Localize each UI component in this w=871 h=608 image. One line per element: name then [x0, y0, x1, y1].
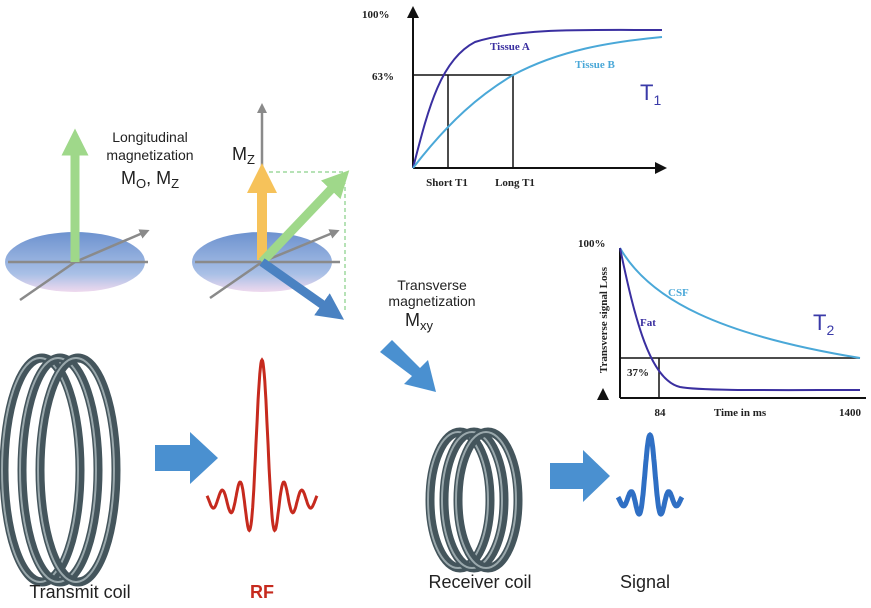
flow-arrow: [155, 432, 218, 484]
chart-name: T2: [813, 310, 834, 338]
mxy-arrow: [259, 258, 345, 320]
label: CSF: [668, 287, 689, 299]
coil-highlight: [1, 357, 79, 583]
coil-highlight: [19, 357, 97, 583]
y-axis-label: Transverse signal Loss: [598, 266, 610, 373]
caption: RF: [250, 582, 274, 602]
coil-highlight: [441, 431, 503, 569]
longitudinal-diagram: Longitudinal magnetization MO, MZ: [5, 128, 194, 302]
label: Tissue A: [490, 41, 530, 53]
label: magnetization: [106, 147, 193, 163]
label: 84: [655, 407, 667, 419]
waveform: [615, 431, 685, 517]
caption: Receiver coil: [428, 572, 531, 592]
coil-loop: [439, 427, 509, 573]
symbol: MZ: [232, 144, 255, 167]
label: 63%: [372, 71, 394, 83]
flow-arrow: [380, 340, 436, 392]
label: 100%: [578, 238, 606, 250]
label: Short T1: [426, 177, 468, 189]
waveform: [205, 357, 319, 533]
caption: Transmit coil: [29, 582, 130, 602]
symbol: MO, MZ: [121, 168, 179, 191]
label: Long T1: [495, 177, 535, 189]
coil-loop: [17, 353, 103, 587]
label: 1400: [839, 407, 862, 419]
label: 100%: [362, 9, 390, 21]
axis: [209, 260, 263, 300]
label: Transverse: [397, 277, 467, 293]
coils: [0, 353, 523, 587]
curve: [412, 28, 663, 169]
coil-highlight: [427, 431, 489, 569]
axis: [74, 229, 150, 264]
coil-highlight: [37, 357, 115, 583]
label: Longitudinal: [112, 129, 188, 145]
t1-chart: 100% 63% Tissue A Tissue B Short T1 Long…: [362, 6, 667, 189]
label: magnetization: [388, 293, 475, 309]
label: Fat: [640, 317, 656, 329]
curve: [412, 36, 663, 169]
tipped-diagram: MZ: [192, 103, 350, 320]
curve: [619, 247, 861, 359]
curve: [619, 247, 861, 392]
label: Time in ms: [714, 407, 767, 419]
chart-name: T1: [640, 80, 661, 108]
axis: [261, 229, 340, 264]
label: Tissue B: [575, 59, 616, 71]
caption: Signal: [620, 572, 670, 592]
guide: [413, 74, 514, 168]
projection: [262, 171, 346, 312]
axis: [19, 260, 76, 302]
symbol: Mxy: [405, 310, 434, 333]
t2-chart: 100% 37% CSF Fat Transverse signal Loss …: [578, 238, 866, 419]
guide: [620, 357, 860, 398]
label: 37%: [627, 367, 649, 379]
coil-highlight: [455, 431, 517, 569]
flow-arrow: [550, 450, 610, 502]
magnetization-arrow: [258, 170, 350, 266]
